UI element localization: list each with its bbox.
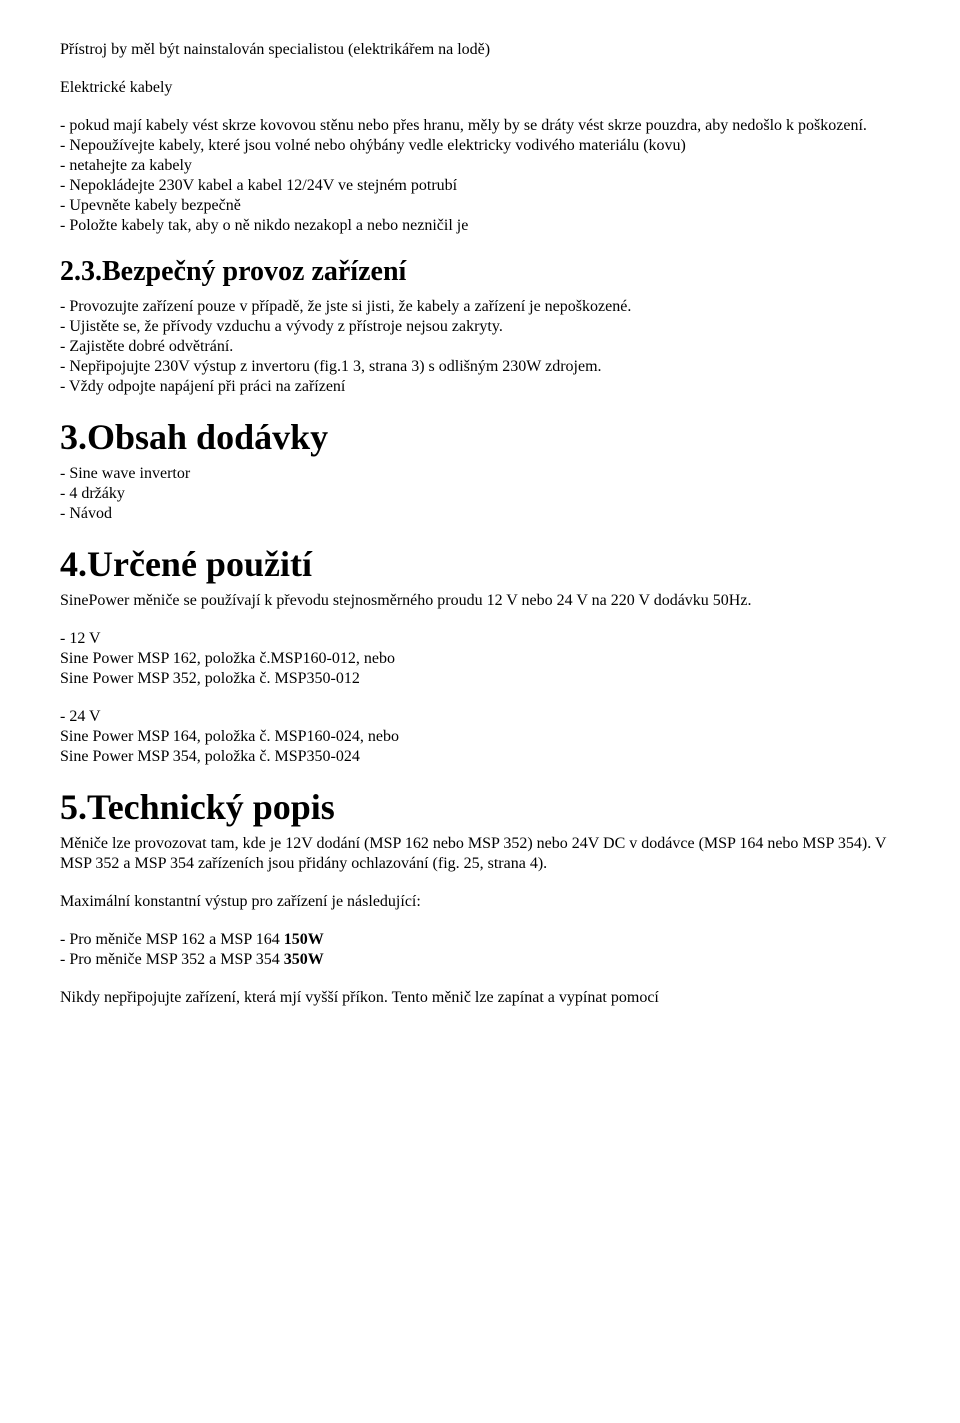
s4-24v-line: Sine Power MSP 164, položka č. MSP160-02… — [60, 727, 900, 747]
intro-line: Přístroj by měl být nainstalován special… — [60, 40, 900, 60]
s23-bullet: Nepřipojujte 230V výstup z invertoru (fi… — [60, 357, 900, 377]
s23-bullet: Ujistěte se, že přívody vzduchu a vývody… — [60, 317, 900, 337]
intro-installer: Přístroj by měl být nainstalován special… — [60, 40, 900, 60]
section-5-title: 5.Technický popis — [60, 785, 900, 830]
section-5-para1: Měniče lze provozovat tam, kde je 12V do… — [60, 834, 900, 874]
electrical-cables-bullets: pokud mají kabely vést skrze kovovou stě… — [60, 116, 900, 236]
ec-bullet: Nepokládejte 230V kabel a kabel 12/24V v… — [60, 176, 900, 196]
ec-bullet: Položte kabely tak, aby o ně nikdo nezak… — [60, 216, 900, 236]
section-4-title: 4.Určené použití — [60, 542, 900, 587]
s5-bullet-text: Pro měniče MSP 162 a MSP 164 — [69, 931, 283, 948]
s23-bullet: Zajistěte dobré odvětrání. — [60, 337, 900, 357]
s4-24v-line: Sine Power MSP 354, položka č. MSP350-02… — [60, 747, 900, 767]
section-5-bullets: - Pro měniče MSP 162 a MSP 164 150W - Pr… — [60, 930, 900, 970]
s5-bullet-bold: 150W — [284, 931, 324, 948]
ec-bullet: pokud mají kabely vést skrze kovovou stě… — [60, 116, 900, 136]
s23-bullet: Provozujte zařízení pouze v případě, že … — [60, 297, 900, 317]
section-4-12v: - 12 V Sine Power MSP 162, položka č.MSP… — [60, 629, 900, 689]
section-3-bullets: Sine wave invertor 4 držáky Návod — [60, 464, 900, 524]
s4-12v-label: - 12 V — [60, 629, 900, 649]
s5-bullet: - Pro měniče MSP 352 a MSP 354 350W — [60, 950, 900, 970]
s4-12v-line: Sine Power MSP 162, položka č.MSP160-012… — [60, 649, 900, 669]
ec-bullet: netahejte za kabely — [60, 156, 900, 176]
ec-bullet: Upevněte kabely bezpečně — [60, 196, 900, 216]
electrical-cables-heading: Elektrické kabely — [60, 78, 900, 98]
ec-title: Elektrické kabely — [60, 78, 900, 98]
section-4-24v: - 24 V Sine Power MSP 164, položka č. MS… — [60, 707, 900, 767]
s3-bullet: 4 držáky — [60, 484, 900, 504]
section-2-3-title: 2.3.Bezpečný provoz zařízení — [60, 254, 900, 289]
s23-bullet: Vždy odpojte napájení při práci na zaříz… — [60, 377, 900, 397]
s5-bullet-bold: 350W — [284, 951, 324, 968]
section-2-3-bullets: Provozujte zařízení pouze v případě, že … — [60, 297, 900, 397]
s4-12v-line: Sine Power MSP 352, položka č. MSP350-01… — [60, 669, 900, 689]
s3-bullet: Sine wave invertor — [60, 464, 900, 484]
s5-bullet-text: Pro měniče MSP 352 a MSP 354 — [69, 951, 283, 968]
s4-desc: SinePower měniče se používají k převodu … — [60, 591, 900, 611]
s3-bullet: Návod — [60, 504, 900, 524]
ec-bullet: Nepoužívejte kabely, které jsou volné ne… — [60, 136, 900, 156]
s5-p3: Nikdy nepřipojujte zařízení, která mjí v… — [60, 988, 900, 1008]
s4-24v-label: - 24 V — [60, 707, 900, 727]
section-4-desc: SinePower měniče se používají k převodu … — [60, 591, 900, 611]
section-3-title: 3.Obsah dodávky — [60, 415, 900, 460]
section-5-para2: Maximální konstantní výstup pro zařízení… — [60, 892, 900, 912]
s5-p2: Maximální konstantní výstup pro zařízení… — [60, 892, 900, 912]
s5-p1: Měniče lze provozovat tam, kde je 12V do… — [60, 834, 900, 874]
section-5-para3: Nikdy nepřipojujte zařízení, která mjí v… — [60, 988, 900, 1008]
s5-bullet: - Pro měniče MSP 162 a MSP 164 150W — [60, 930, 900, 950]
